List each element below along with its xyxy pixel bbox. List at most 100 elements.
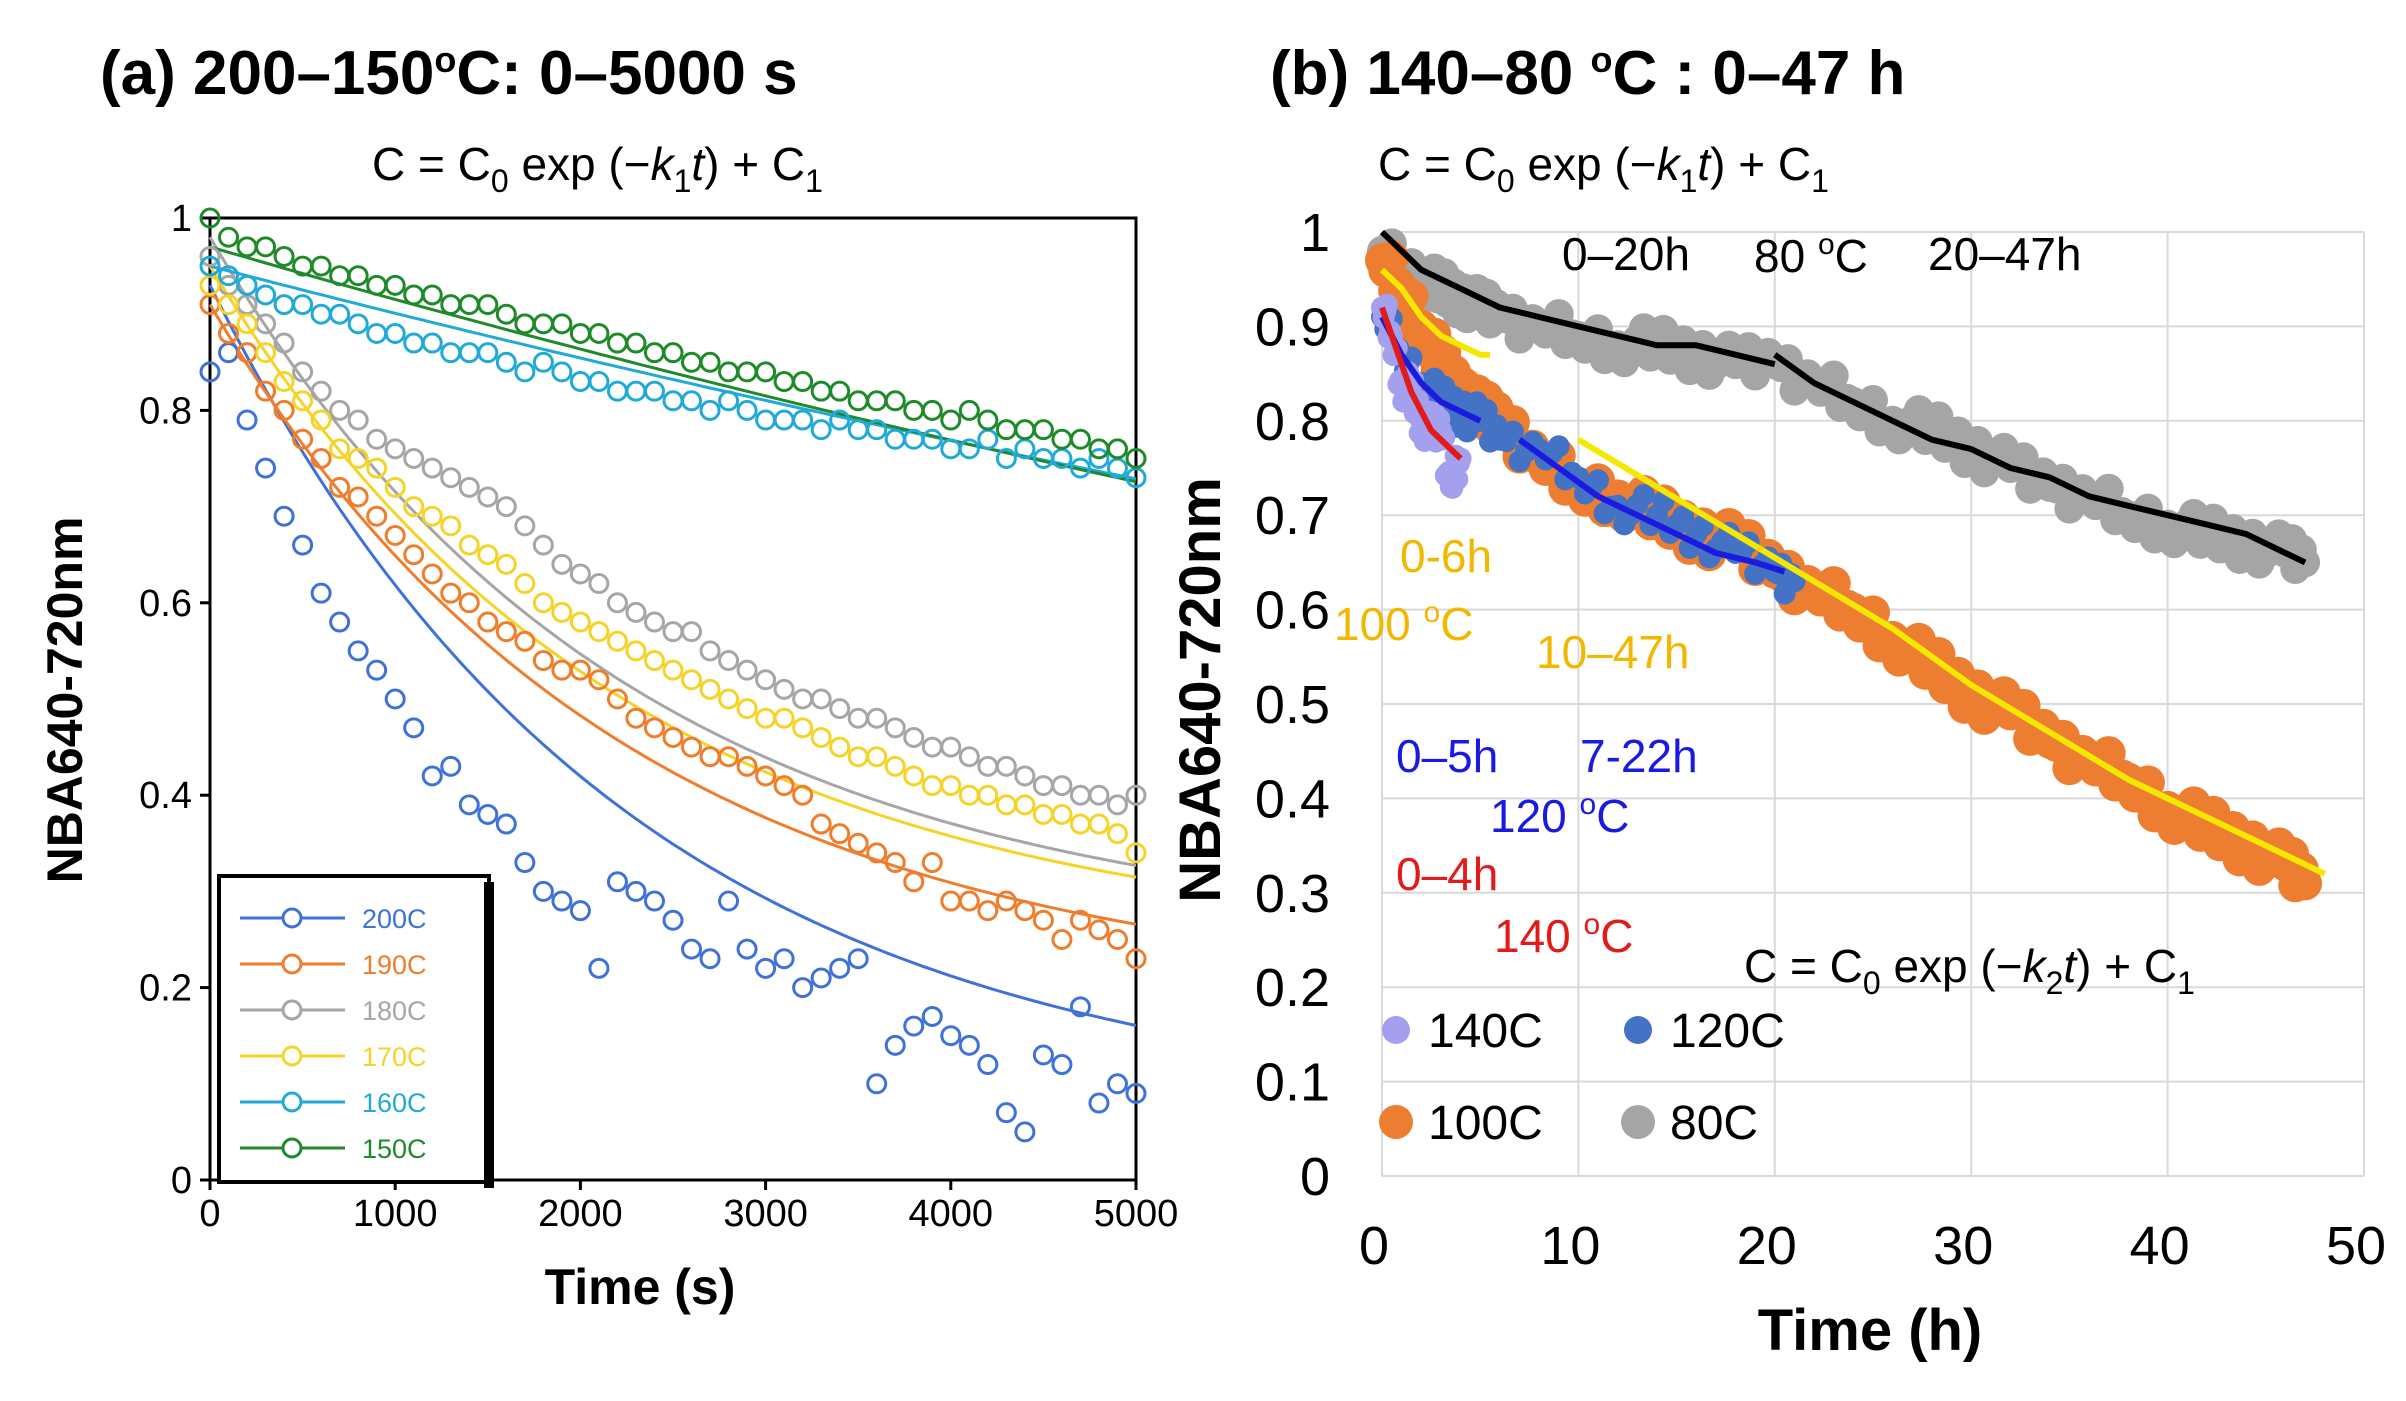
panel-a-x-axis-label: Time (s) xyxy=(545,1259,736,1315)
point-160C xyxy=(847,419,869,441)
point-180C xyxy=(329,399,351,421)
point-170C xyxy=(699,678,721,700)
point-150C xyxy=(1032,419,1054,441)
point-170C xyxy=(440,515,462,537)
point-150C xyxy=(384,274,406,296)
point-180C xyxy=(551,553,573,575)
fit-line-170C xyxy=(208,265,1137,879)
point-200C xyxy=(699,948,721,970)
point-160C xyxy=(347,313,369,335)
point-180C xyxy=(884,717,906,739)
y-tick-label: 0.2 xyxy=(139,968,192,1010)
point-180C xyxy=(940,736,962,758)
point-150C xyxy=(569,322,591,344)
point-170C xyxy=(662,659,684,681)
fit-line-100C-0–6h xyxy=(1379,267,1490,358)
panel-b-fit-lines xyxy=(1379,229,2327,877)
point-180C xyxy=(495,496,517,518)
point-150C xyxy=(440,294,462,316)
point-190C xyxy=(606,688,628,710)
point-170C xyxy=(884,755,906,777)
fit-line-180C xyxy=(208,236,1137,867)
point-190C xyxy=(329,476,351,498)
point-150C xyxy=(681,351,703,373)
point-150C xyxy=(403,284,425,306)
point-160C xyxy=(681,390,703,412)
point-170C xyxy=(718,688,740,710)
point-190C xyxy=(514,630,536,652)
point-170C xyxy=(347,448,369,469)
point-200C xyxy=(1106,1073,1128,1095)
point-190C xyxy=(1125,948,1147,970)
point-190C xyxy=(551,659,573,681)
point-170C xyxy=(588,621,610,643)
point-170C xyxy=(514,573,536,595)
point-180C xyxy=(977,755,999,777)
point-180C xyxy=(273,332,295,354)
point-180C xyxy=(625,601,647,623)
point-150C xyxy=(958,399,980,421)
point-180C xyxy=(810,688,832,710)
point-150C xyxy=(755,361,777,383)
point-190C xyxy=(643,717,665,739)
point-170C xyxy=(829,736,851,758)
point-150C xyxy=(1051,428,1073,450)
annotation-100c-10-47h: 10–47h xyxy=(1536,626,1690,678)
point-200C xyxy=(588,957,610,979)
point-160C xyxy=(958,438,980,460)
y-tick-label: 0.8 xyxy=(1255,392,1330,452)
point-170C xyxy=(218,294,240,316)
annotation-100c-temp: 100 oC xyxy=(1334,596,1473,650)
point-180C xyxy=(421,457,443,479)
panel-b-equation-k2: C = C0 exp (−k2t) + C1 xyxy=(1744,940,2195,1001)
point-150C xyxy=(736,361,758,383)
legend-marker-180C xyxy=(281,999,303,1021)
annotation-100c-0-6h: 0-6h xyxy=(1400,530,1492,582)
point-190C xyxy=(1069,909,1091,931)
point-190C xyxy=(310,448,332,469)
point-150C xyxy=(847,390,869,412)
point-180C xyxy=(718,650,740,672)
annotation-140c-0-4h: 0–4h xyxy=(1396,848,1498,900)
point-160C xyxy=(236,274,258,296)
fit-line-80C-0–20h xyxy=(1379,229,1776,368)
point-190C xyxy=(866,842,888,864)
point-180C xyxy=(643,611,665,633)
point-180C xyxy=(606,592,628,614)
point-160C xyxy=(699,399,721,421)
point-170C xyxy=(329,438,351,460)
point-190C xyxy=(755,765,777,787)
annotation-120c-7-22h: 7-22h xyxy=(1580,730,1698,782)
point-150C xyxy=(236,236,258,258)
point-170C xyxy=(755,707,777,729)
point-170C xyxy=(810,726,832,748)
point-190C xyxy=(347,486,369,508)
point-170C xyxy=(1051,803,1073,825)
y-tick-label: 0 xyxy=(1300,1147,1330,1207)
x-tick-label: 30 xyxy=(1933,1216,1993,1276)
point-100C xyxy=(2288,866,2323,901)
y-tick-label: 0.9 xyxy=(1255,297,1330,357)
x-tick-label: 20 xyxy=(1737,1216,1797,1276)
y-tick-label: 0.8 xyxy=(139,390,192,432)
point-190C xyxy=(829,823,851,845)
point-150C xyxy=(792,371,814,393)
point-180C xyxy=(829,698,851,720)
point-170C xyxy=(403,496,425,518)
point-200C xyxy=(440,755,462,777)
panel-b-equation-k1: C = C0 exp (−k1t) + C1 xyxy=(1378,138,1829,199)
point-180C xyxy=(681,621,703,643)
fit-line-120C-7–22h xyxy=(1517,437,1786,575)
panel-a-legend-shadow xyxy=(484,882,494,1188)
point-200C xyxy=(1032,1044,1054,1066)
point-150C xyxy=(995,419,1017,441)
point-170C xyxy=(532,592,554,614)
point-170C xyxy=(477,544,499,566)
legend-label-100C: 100C xyxy=(1428,1097,1543,1150)
point-200C xyxy=(458,794,480,816)
panel-b-y-axis-label: NBA640-720nm xyxy=(1168,477,1233,903)
point-160C xyxy=(384,322,406,344)
point-150C xyxy=(829,380,851,402)
point-170C xyxy=(643,650,665,672)
